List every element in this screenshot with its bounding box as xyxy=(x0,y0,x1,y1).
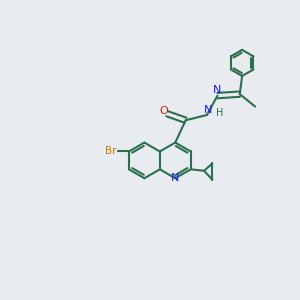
Text: Br: Br xyxy=(105,146,117,157)
Text: N: N xyxy=(213,85,222,95)
Text: N: N xyxy=(204,106,213,116)
Text: H: H xyxy=(216,108,223,118)
Text: N: N xyxy=(171,173,179,183)
Text: O: O xyxy=(159,106,168,116)
